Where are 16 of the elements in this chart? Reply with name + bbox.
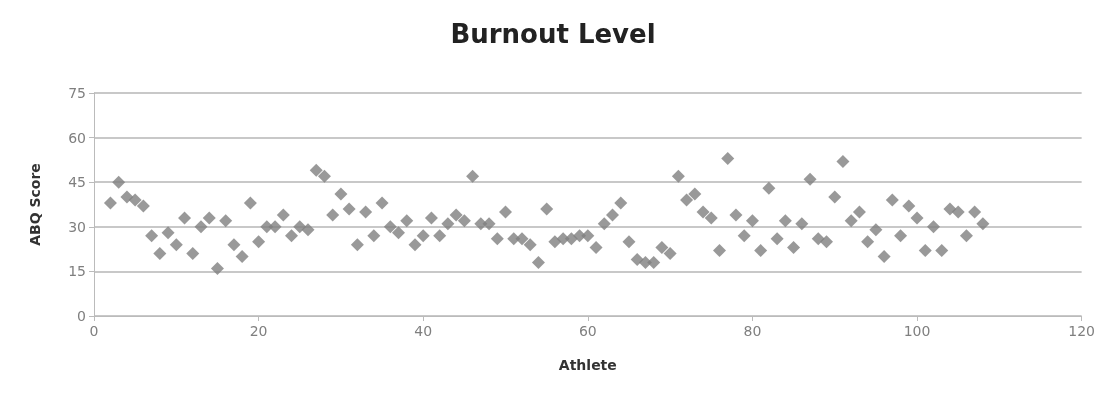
y-tick-label: 30 (68, 218, 86, 235)
x-tick-label: 20 (249, 323, 268, 339)
x-tick-label: 100 (903, 323, 931, 339)
y-tick-label: 0 (77, 308, 86, 324)
x-axis-title: Athlete (558, 357, 617, 373)
x-tick-label: 120 (1068, 323, 1096, 339)
x-tick-label: 60 (578, 323, 597, 339)
x-tick-label: 80 (743, 323, 762, 339)
y-tick-label: 60 (68, 129, 86, 146)
chart-title: Burnout Level (450, 19, 656, 49)
y-axis-title: ABQ Score (27, 163, 43, 246)
y-tick-label: 15 (68, 263, 86, 280)
y-tick-label: 45 (68, 174, 86, 191)
x-tick-label: 0 (89, 323, 99, 339)
x-tick-label: 40 (414, 323, 433, 339)
y-tick-label: 75 (68, 85, 86, 101)
